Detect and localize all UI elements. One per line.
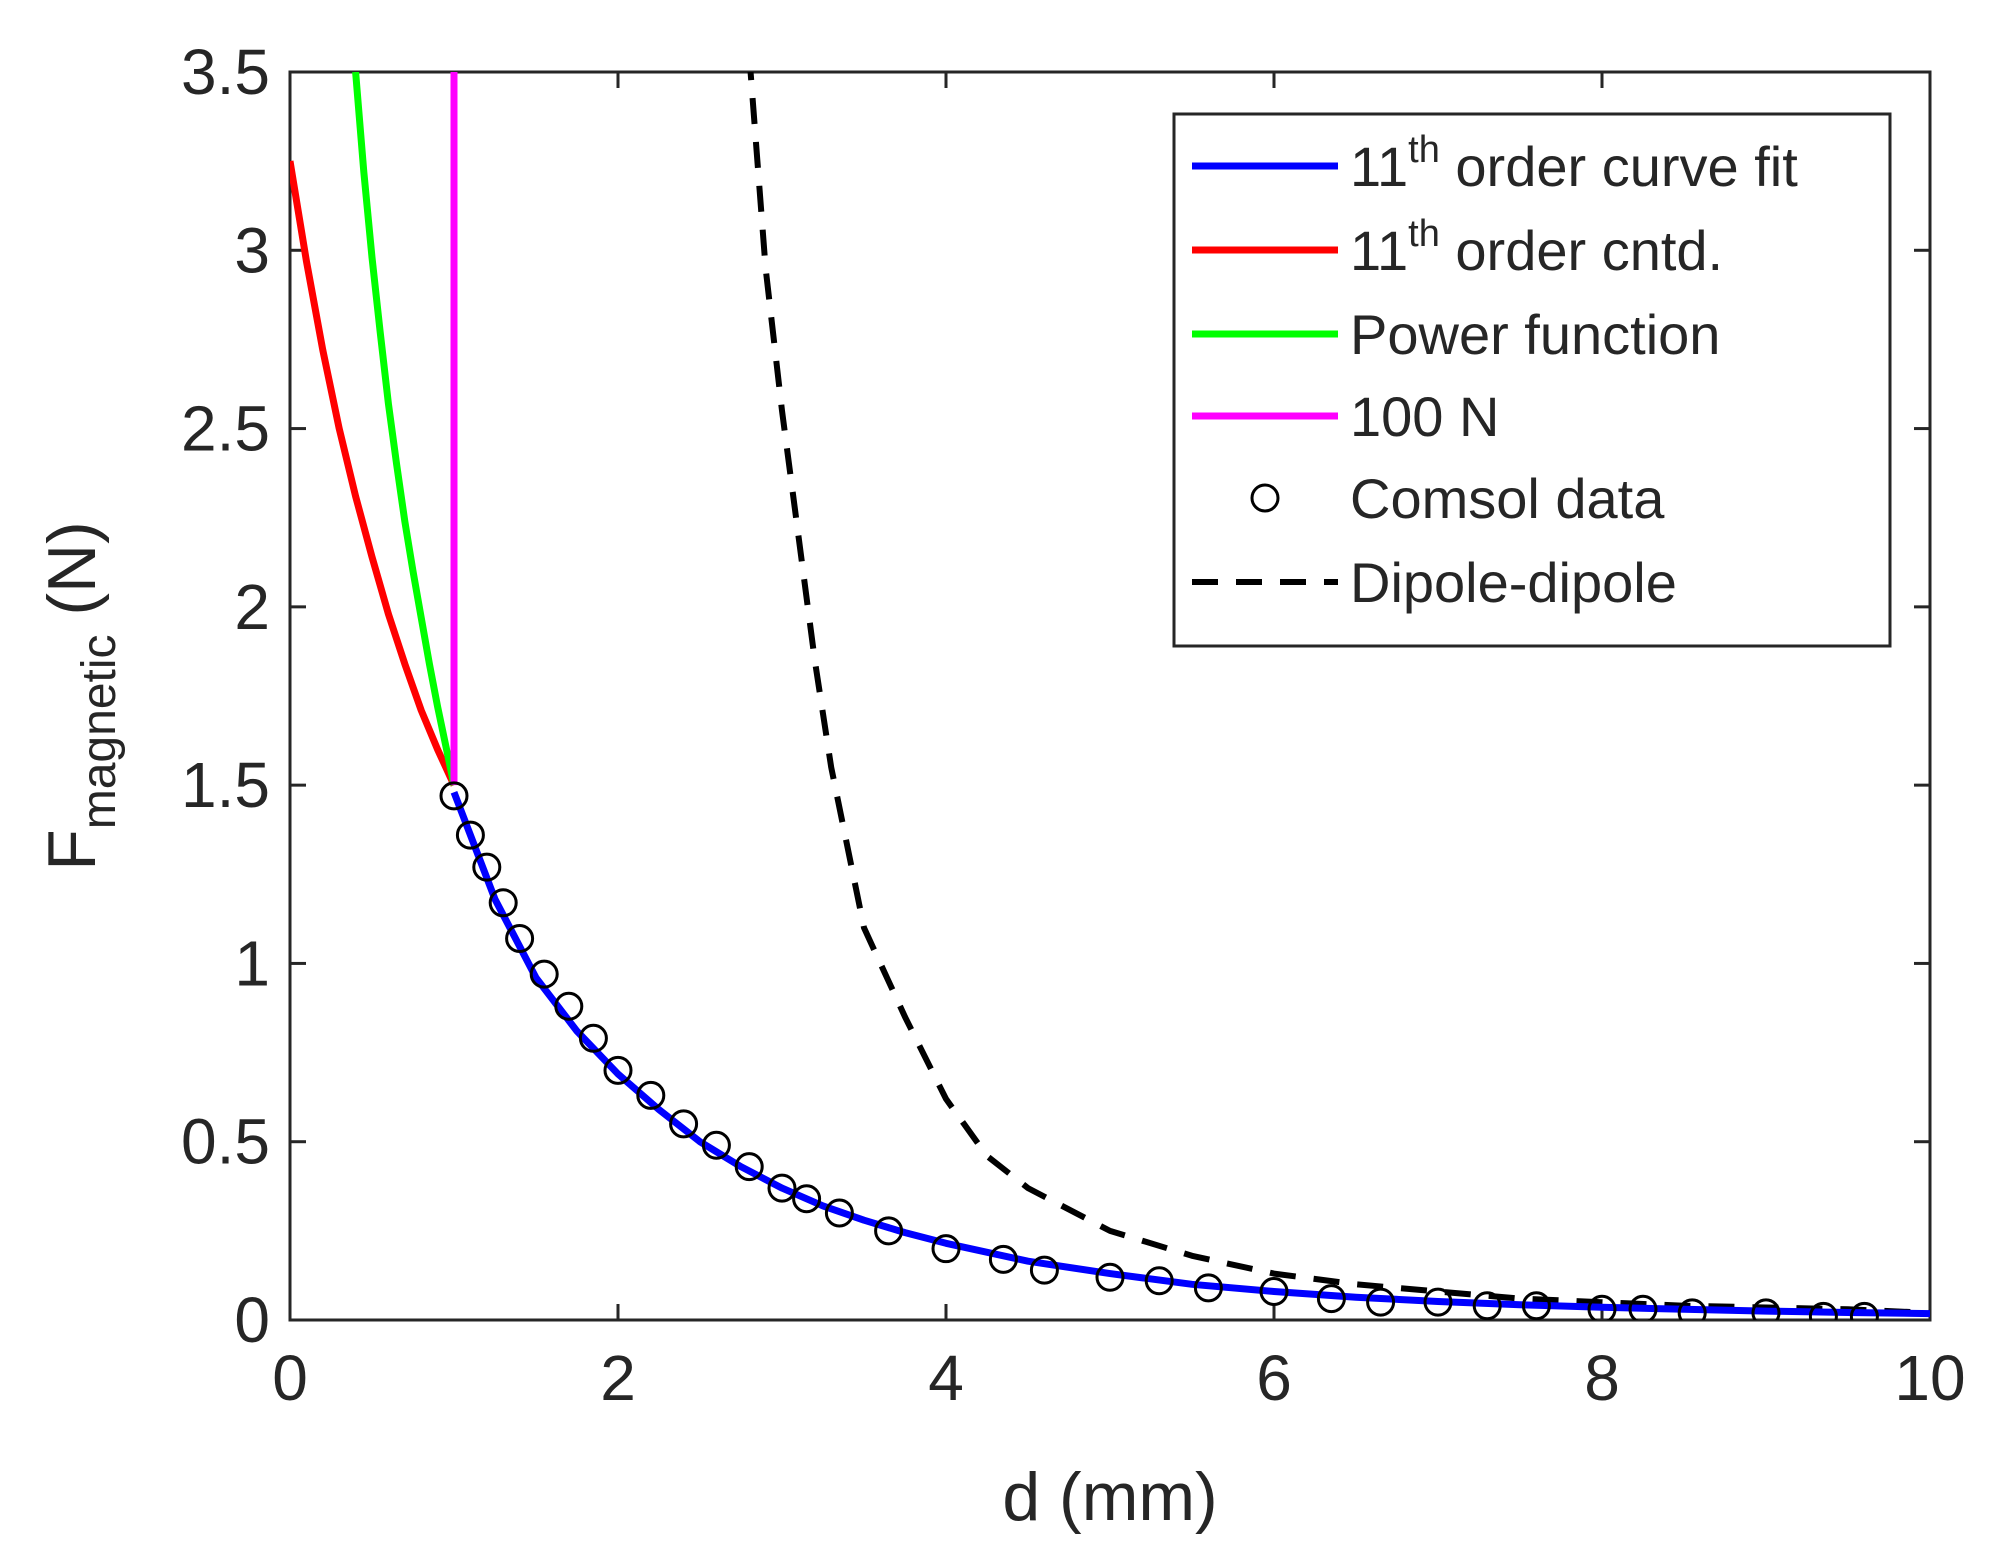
x-tick-label: 0 [272, 1342, 308, 1414]
data-point [1808, 1301, 1838, 1320]
data-point [1628, 1294, 1658, 1320]
data-point [792, 1184, 822, 1214]
series-line-dipole-dipole [747, 72, 1930, 1316]
legend-label-main: Power function [1350, 303, 1720, 366]
data-point [578, 1023, 608, 1053]
data-point [824, 1198, 854, 1228]
y-tick-label: 0.5 [181, 1106, 270, 1178]
data-point [636, 1080, 666, 1110]
data-point [603, 1055, 633, 1085]
data-point [554, 991, 584, 1021]
data-point [1849, 1301, 1879, 1320]
series-line-power-function [352, 72, 458, 786]
legend-item-11th-order-cntd: 11th order cntd. [1192, 213, 1723, 282]
y-axis-label-unit: (N) [34, 521, 110, 634]
y-axis-label-main: F [34, 829, 110, 871]
legend-label-main: 11 [1350, 135, 1408, 198]
x-tick-label: 6 [1256, 1342, 1292, 1414]
legend-label-superscript: th [1408, 213, 1440, 255]
legend-label-superscript: th [1408, 129, 1440, 171]
series-layer [290, 72, 1930, 1320]
x-axis-label: d (mm) [1002, 1459, 1217, 1535]
data-point [529, 959, 559, 989]
legend-label: 11th order curve fit [1350, 129, 1798, 198]
legend-item-comsol-data: Comsol data [1250, 467, 1665, 530]
x-tick-label: 2 [600, 1342, 636, 1414]
data-point [1095, 1262, 1125, 1292]
x-tick-label: 10 [1894, 1342, 1965, 1414]
y-tick-label: 2.5 [181, 393, 270, 465]
data-point [988, 1244, 1018, 1274]
legend-label-main: 11 [1350, 219, 1408, 282]
data-point [874, 1216, 904, 1246]
y-tick-label: 2 [234, 571, 270, 643]
legend-label-rest: order curve fit [1440, 135, 1798, 198]
data-point [1751, 1298, 1781, 1320]
legend-label: 11th order cntd. [1350, 213, 1723, 282]
legend-label: Power function [1350, 303, 1720, 366]
data-point [1193, 1273, 1223, 1303]
data-point [472, 852, 502, 882]
data-point [439, 781, 469, 811]
series-line-11th-order-cntd [290, 160, 458, 787]
y-tick-label: 1.5 [181, 749, 270, 821]
data-point [488, 888, 518, 918]
data-point [734, 1152, 764, 1182]
data-point [1366, 1287, 1396, 1317]
y-ticks [290, 70, 1930, 1322]
y-tick-label: 1 [234, 927, 270, 999]
y-tick-label: 3 [234, 214, 270, 286]
data-point [669, 1109, 699, 1139]
data-point [1029, 1255, 1059, 1285]
x-tick-label: 4 [928, 1342, 964, 1414]
legend-label-main: 100 N [1350, 385, 1499, 448]
data-point [1423, 1287, 1453, 1317]
data-point [767, 1173, 797, 1203]
y-tick-label: 0 [234, 1284, 270, 1356]
data-point [1316, 1284, 1346, 1314]
legend-item-100-n: 100 N [1192, 385, 1499, 448]
y-tick-label: 3.5 [181, 36, 270, 108]
data-point [1521, 1291, 1551, 1320]
legend-box [1172, 112, 1892, 648]
data-point [1144, 1266, 1174, 1296]
legend-item-power-function: Power function [1192, 303, 1720, 366]
legend-label: 100 N [1350, 385, 1499, 448]
data-point [701, 1130, 731, 1160]
data-point [1587, 1294, 1617, 1320]
svg-text:Fmagnetic (N): Fmagnetic (N) [34, 521, 126, 871]
y-tick-labels: 0 0.5 1 1.5 2 2.5 3 3.5 [181, 36, 270, 1356]
y-axis-label: Fmagnetic (N) [34, 521, 126, 871]
data-point [931, 1234, 961, 1264]
x-tick-labels: 0 2 4 6 8 10 [272, 1342, 1965, 1414]
legend-label-main: Dipole-dipole [1350, 551, 1677, 614]
x-ticks [288, 72, 1932, 1320]
data-point [505, 923, 535, 953]
legend-swatch [1250, 483, 1280, 513]
legend-label-rest: order cntd. [1440, 219, 1723, 282]
data-point [1677, 1298, 1707, 1320]
legend-item-11th-order-curve-fit: 11th order curve fit [1192, 129, 1798, 198]
series-line-11th-order-curve-fit [450, 791, 1930, 1318]
data-point [1259, 1276, 1289, 1306]
legend-item-dipole-dipole: Dipole-dipole [1192, 551, 1677, 614]
series-comsol-data [439, 781, 1879, 1320]
legend-label: Comsol data [1350, 467, 1665, 530]
x-tick-label: 8 [1584, 1342, 1620, 1414]
legend-label: Dipole-dipole [1350, 551, 1677, 614]
data-point [1472, 1291, 1502, 1320]
data-point [455, 820, 485, 850]
legend-label-main: Comsol data [1350, 467, 1665, 530]
y-axis-label-subscript: magnetic [73, 634, 126, 829]
